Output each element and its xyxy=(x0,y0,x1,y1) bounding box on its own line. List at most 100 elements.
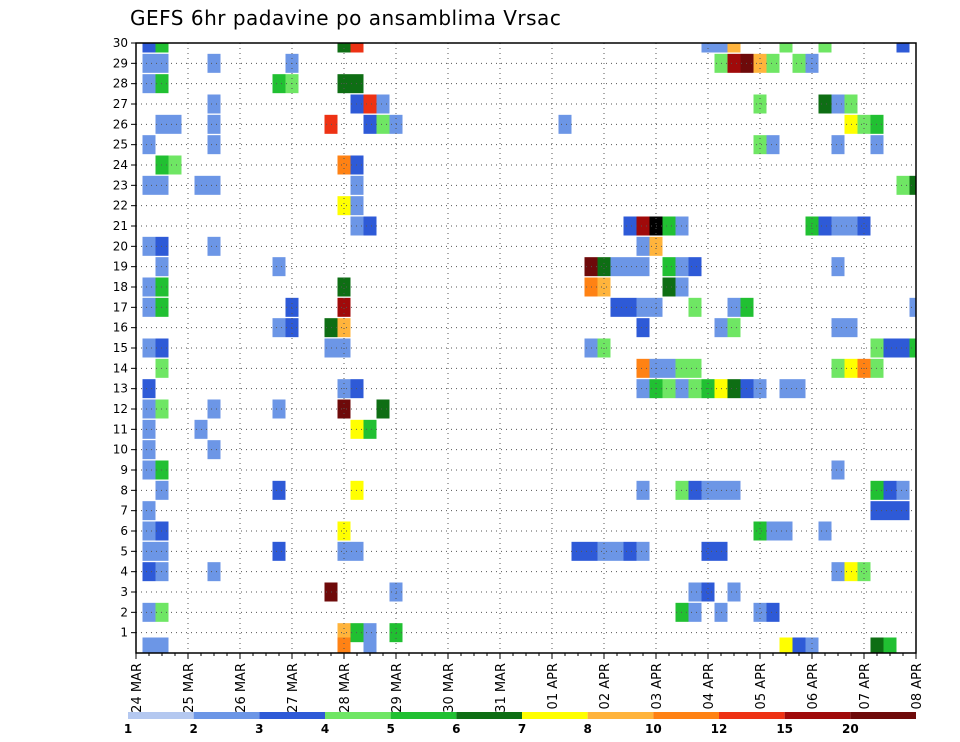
heatmap-cell xyxy=(831,358,845,378)
heatmap-cell xyxy=(792,637,806,653)
legend-label: 4 xyxy=(321,722,329,736)
heatmap-cell xyxy=(272,541,286,561)
heatmap-cell xyxy=(792,53,806,73)
legend-label: 3 xyxy=(255,722,263,736)
heatmap-cell xyxy=(272,480,286,500)
heatmap-cell xyxy=(727,318,741,338)
x-tick-label: 25 MAR xyxy=(182,663,197,713)
heatmap-cell xyxy=(662,277,676,297)
heatmap-cell xyxy=(727,297,741,317)
heatmap-cell xyxy=(766,53,780,73)
x-tick-label: 05 APR xyxy=(754,663,769,709)
heatmap-cell xyxy=(597,277,611,297)
x-tick-label: 28 MAR xyxy=(338,663,353,713)
heatmap-cell xyxy=(142,460,156,480)
heatmap-cell xyxy=(727,53,741,73)
x-tick-label: 01 APR xyxy=(546,663,561,709)
legend-swatch xyxy=(390,712,457,719)
heatmap-cell xyxy=(142,175,156,195)
chart-title: GEFS 6hr padavine po ansamblima Vrsac xyxy=(130,6,562,30)
heatmap-cell xyxy=(727,582,741,602)
y-tick-label: 9 xyxy=(120,463,128,477)
heatmap-cell xyxy=(636,216,650,236)
x-tick-label: 08 APR xyxy=(910,663,925,709)
heatmap-cell xyxy=(376,399,390,419)
heatmap-cell xyxy=(337,155,351,175)
heatmap-cell xyxy=(870,637,884,653)
heatmap-cell xyxy=(142,338,156,358)
heatmap-cell xyxy=(896,480,910,500)
heatmap-cell xyxy=(623,297,637,317)
legend-swatch xyxy=(193,712,260,719)
heatmap-cell xyxy=(142,399,156,419)
heatmap-cell xyxy=(662,257,676,277)
y-tick-label: 25 xyxy=(113,138,128,152)
heatmap-cell xyxy=(363,94,377,114)
x-tick-label: 29 MAR xyxy=(390,663,405,713)
heatmap-cell xyxy=(753,521,767,541)
x-tick-label: 30 MAR xyxy=(442,663,457,713)
heatmap-cell xyxy=(818,521,832,541)
heatmap-cell xyxy=(337,623,351,643)
heatmap-cell xyxy=(701,541,715,561)
heatmap-cell xyxy=(727,480,741,500)
heatmap-cell xyxy=(337,297,351,317)
heatmap-cell xyxy=(688,480,702,500)
heatmap-cell xyxy=(597,541,611,561)
heatmap-cell xyxy=(363,114,377,134)
heatmap-cell xyxy=(142,419,156,439)
heatmap-cell xyxy=(376,114,390,134)
heatmap-cell xyxy=(142,602,156,622)
y-tick-label: 11 xyxy=(113,422,128,436)
heatmap-cell xyxy=(272,399,286,419)
heatmap-cell xyxy=(896,338,910,358)
legend-swatch xyxy=(850,712,916,719)
heatmap-cell xyxy=(168,114,182,134)
x-tick-label: 24 MAR xyxy=(130,663,145,713)
y-tick-label: 8 xyxy=(120,483,128,497)
heatmap-cell xyxy=(272,74,286,94)
heatmap-cell xyxy=(207,94,221,114)
legend-swatch xyxy=(784,712,851,719)
heatmap-cell xyxy=(363,637,377,653)
heatmap-cell xyxy=(883,501,897,521)
x-tick-label: 03 APR xyxy=(650,663,665,709)
heatmap-cell xyxy=(688,602,702,622)
legend-label: 12 xyxy=(711,722,728,736)
heatmap-cell xyxy=(142,74,156,94)
y-tick-label: 22 xyxy=(113,199,128,213)
y-tick-label: 21 xyxy=(113,219,128,233)
x-tick-label: 26 MAR xyxy=(234,663,249,713)
heatmap-cell xyxy=(753,135,767,155)
heatmap-cell xyxy=(909,297,916,317)
grid-lines xyxy=(135,42,917,653)
y-axis: 1234567891011121314151617181920212223242… xyxy=(113,36,136,640)
heatmap-cell xyxy=(883,637,897,653)
heatmap-cell xyxy=(636,318,650,338)
y-tick-label: 17 xyxy=(113,300,128,314)
heatmap-cell xyxy=(779,43,793,53)
heatmap-cell xyxy=(142,521,156,541)
heatmap-cell xyxy=(337,637,351,653)
heatmap-cell xyxy=(597,257,611,277)
heatmap-cell xyxy=(337,521,351,541)
heatmap-cell xyxy=(805,637,819,653)
heatmap-cell xyxy=(688,257,702,277)
heatmap-cell xyxy=(207,236,221,256)
legend-label: 15 xyxy=(776,722,793,736)
heatmap-cell xyxy=(350,43,364,53)
heatmap-cells xyxy=(142,43,916,653)
y-tick-label: 16 xyxy=(113,321,128,335)
heatmap-cell xyxy=(779,637,793,653)
heatmap-cell xyxy=(714,43,728,53)
x-axis: 24 MAR 25 MAR 26 MAR 27 MAR 28 MAR 29 MAR 30 M… xyxy=(130,653,925,713)
heatmap-cell xyxy=(207,175,221,195)
heatmap-cell xyxy=(701,43,715,53)
x-tick-label: 02 APR xyxy=(598,663,613,709)
heatmap-cell xyxy=(688,582,702,602)
y-tick-label: 20 xyxy=(113,239,128,253)
y-tick-label: 30 xyxy=(113,36,128,50)
heatmap-cell xyxy=(662,216,676,236)
heatmap-cell xyxy=(142,53,156,73)
heatmap-cell xyxy=(337,196,351,216)
